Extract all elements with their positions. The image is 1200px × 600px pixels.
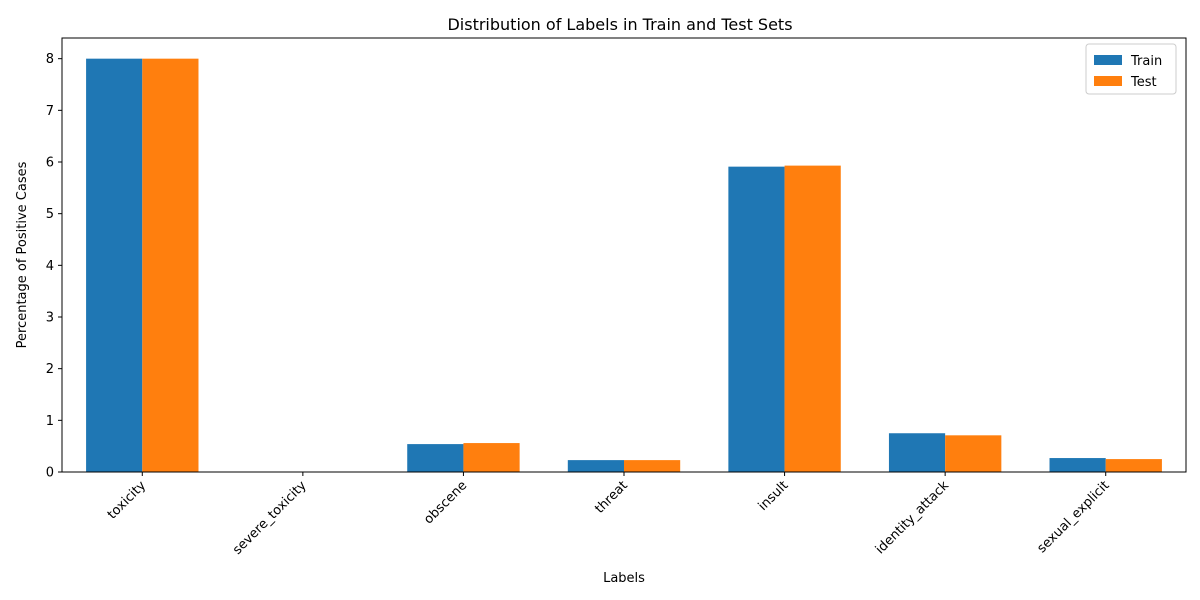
bar-test-identity-attack <box>945 435 1002 472</box>
bar-test-insult <box>784 165 841 472</box>
bar-train-toxicity <box>86 58 143 473</box>
x-axis: toxicity severe_toxicity obscene threat insu… <box>105 472 1113 558</box>
chart-title: Distribution of Labels in Train and Test… <box>447 15 792 34</box>
y-tick-label: 1 <box>46 414 54 429</box>
y-tick-label: 7 <box>46 104 54 119</box>
y-axis: 0 1 2 3 4 5 6 7 8 <box>46 52 62 481</box>
bar-train-obscene <box>407 444 464 472</box>
x-tick-label: toxicity <box>105 478 149 522</box>
legend-swatch-test <box>1094 76 1122 86</box>
bar-test-toxicity <box>142 58 199 473</box>
y-tick-label: 4 <box>46 259 54 274</box>
legend: Train Test <box>1085 43 1177 95</box>
legend-swatch-train <box>1094 55 1122 65</box>
bars-group <box>86 58 1162 473</box>
bar-train-threat <box>567 460 624 472</box>
y-axis-label: Percentage of Positive Cases <box>15 161 30 348</box>
y-tick-label: 8 <box>46 52 54 67</box>
x-tick-label: identity_attack <box>873 478 952 557</box>
x-tick-label: obscene <box>421 478 470 527</box>
y-tick-label: 0 <box>46 466 54 481</box>
y-tick-label: 6 <box>46 156 54 171</box>
bar-train-identity-attack <box>888 433 946 472</box>
legend-label-test: Test <box>1130 75 1157 90</box>
x-axis-label: Labels <box>603 571 645 586</box>
x-tick-label: severe_toxicity <box>230 478 310 558</box>
bar-test-threat <box>624 460 681 472</box>
x-tick-label: sexual_explicit <box>1035 478 1113 556</box>
x-tick-label: threat <box>592 478 631 517</box>
bar-test-sexual-explicit <box>1105 459 1162 472</box>
plot-frame <box>61 37 1187 473</box>
legend-label-train: Train <box>1130 54 1162 69</box>
x-tick-label: insult <box>756 478 792 514</box>
bar-train-insult <box>728 166 785 472</box>
bar-test-obscene <box>463 443 520 472</box>
y-tick-label: 5 <box>46 207 54 222</box>
bar-train-sexual-explicit <box>1049 458 1106 472</box>
y-tick-label: 2 <box>46 362 54 377</box>
y-tick-label: 3 <box>46 311 54 326</box>
